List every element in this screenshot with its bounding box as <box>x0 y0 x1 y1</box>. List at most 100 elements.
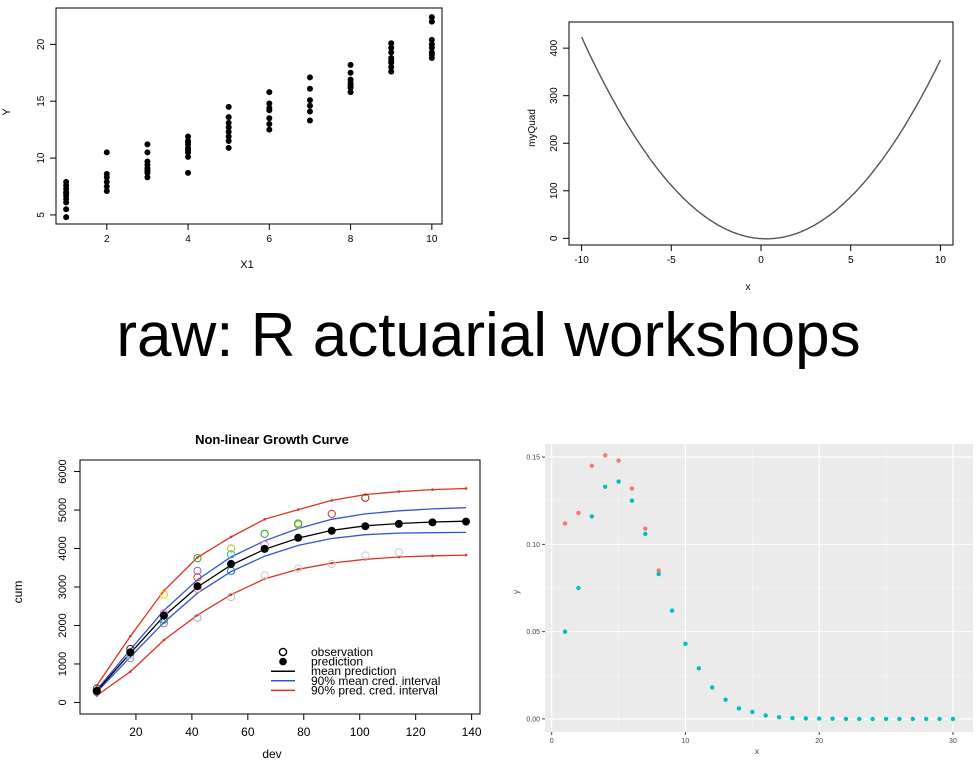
chart4-point-series-1 <box>777 715 781 719</box>
legend-label: 90% pred. cred. interval <box>311 683 438 697</box>
chart2-xtick-label: 10 <box>935 255 947 266</box>
chart3-xtick-label: 20 <box>129 725 143 739</box>
chart1-point <box>226 104 232 110</box>
chart4-point-series-1 <box>897 717 901 721</box>
quadratic-curve-chart: myQuad x -10 -5 0 5 100100200300400 <box>517 0 977 295</box>
chart2-ytick-label: 0 <box>549 235 560 241</box>
chart1-point <box>185 170 191 176</box>
chart4-point-series-1 <box>643 532 647 536</box>
chart1-xtick-label: 6 <box>267 234 273 245</box>
chart3-ytick-label: 5000 <box>57 498 69 522</box>
chart4-xtick-label: 0 <box>550 738 554 745</box>
chart3-xtick-label: 140 <box>462 725 482 739</box>
chart1-point <box>429 52 435 58</box>
chart2-xtick-label: -10 <box>574 255 589 266</box>
chart3-prediction-point <box>328 527 336 535</box>
chart4-ylabel: y <box>512 590 521 594</box>
chart4-point-series-1 <box>630 499 634 503</box>
chart3-xtick-label: 80 <box>297 725 311 739</box>
chart4-point-series-1 <box>804 716 808 720</box>
chart4-xlabel: x <box>755 747 759 756</box>
chart1-point <box>185 139 191 145</box>
chart4-point-series-0 <box>630 486 634 490</box>
chart4-point-series-1 <box>603 485 607 489</box>
chart2-xtick-label: 5 <box>848 255 854 266</box>
chart4-point-series-1 <box>750 710 754 714</box>
chart1-ytick-label: 10 <box>36 152 47 164</box>
chart4-xtick-label: 20 <box>815 738 823 745</box>
chart3-xtick-label: 40 <box>185 725 199 739</box>
chart3-pred-ci-lower-dot <box>330 562 333 565</box>
chart1-point <box>348 70 354 76</box>
chart4-point-series-1 <box>857 717 861 721</box>
chart1-point <box>266 127 272 133</box>
chart1-point <box>63 179 69 185</box>
chart1-point <box>307 97 313 103</box>
chart3-pred-ci-upper-dot <box>398 490 401 493</box>
chart3-ytick-label: 4000 <box>57 536 69 560</box>
chart2-ytick-label: 300 <box>549 87 560 104</box>
chart4-ytick-label: 0.15 <box>526 455 540 462</box>
chart3-pred-ci-upper-dot <box>465 487 468 490</box>
chart2-xlabel: x <box>746 282 751 293</box>
chart3-observation <box>362 552 369 559</box>
chart3-pred-ci-upper-dot <box>230 536 233 539</box>
chart3-prediction-point <box>395 520 403 528</box>
chart2-plot-frame <box>569 22 953 245</box>
chart1-point <box>348 77 354 83</box>
chart3-prediction-point <box>193 582 201 590</box>
chart3-prediction-point <box>361 522 369 530</box>
chart4-ytick-label: 0.10 <box>526 542 540 549</box>
chart3-observation <box>395 549 402 556</box>
chart3-xlabel: dev <box>262 747 281 761</box>
chart1-point <box>307 103 313 109</box>
chart1-ytick-label: 15 <box>36 95 47 107</box>
chart3-pred-ci-lower-dot <box>163 639 166 642</box>
chart1-point <box>388 57 394 63</box>
chart3-ytick-label: 6000 <box>57 459 69 483</box>
chart3-pred-ci-upper-dot <box>263 518 266 521</box>
chart4-point-series-0 <box>643 526 647 530</box>
chart3-xtick-label: 100 <box>350 725 370 739</box>
chart2-xtick-label: -5 <box>667 255 676 266</box>
chart3-prediction-point <box>93 687 101 695</box>
chart1-point <box>63 206 69 212</box>
chart1-point <box>307 108 313 114</box>
chart4-point-series-1 <box>616 479 620 483</box>
chart4-point-series-1 <box>844 717 848 721</box>
chart3-xtick-label: 60 <box>241 725 255 739</box>
growth-curve-chart: Non-linear Growth Curve cum dev 20 40 60 80… <box>0 422 500 762</box>
chart1-point <box>63 214 69 220</box>
chart3-prediction-point <box>428 518 436 526</box>
chart3-pred-ci-upper-dot <box>431 488 434 491</box>
chart3-pred-ci-lower-dot <box>431 555 434 558</box>
chart3-ytick-label: 0 <box>57 699 69 705</box>
chart3-ylabel: cum <box>11 581 25 604</box>
chart3-ytick-label: 2000 <box>57 613 69 637</box>
chart1-point <box>307 86 313 92</box>
chart1-point <box>185 147 191 153</box>
chart1-point <box>266 121 272 127</box>
chart4-point-series-1 <box>737 706 741 710</box>
chart1-xtick-label: 2 <box>104 234 110 245</box>
chart3-ytick-label: 1000 <box>57 652 69 676</box>
chart1-point <box>226 145 232 151</box>
chart4-point-series-1 <box>884 717 888 721</box>
chart3-pred-ci-upper-dot <box>196 556 199 559</box>
chart4-point-series-1 <box>590 514 594 518</box>
chart3-pred-ci-lower-dot <box>465 554 468 557</box>
chart4-xtick-label: 10 <box>682 738 690 745</box>
chart4-point-series-1 <box>911 717 915 721</box>
chart4-point-series-1 <box>697 666 701 670</box>
chart4-point-series-1 <box>656 572 660 576</box>
chart3-prediction-point <box>294 534 302 542</box>
chart1-point <box>307 74 313 80</box>
chart1-xlabel: X1 <box>240 259 253 271</box>
chart3-prediction-point <box>261 545 269 553</box>
chart3-observation <box>261 530 268 537</box>
chart4-xtick-label: 30 <box>949 738 957 745</box>
chart3-pred-ci-lower-dot <box>129 670 132 673</box>
chart1-ylabel: Y <box>1 108 13 116</box>
chart2-ytick-label: 400 <box>549 39 560 56</box>
chart2-ytick-label: 200 <box>549 134 560 151</box>
